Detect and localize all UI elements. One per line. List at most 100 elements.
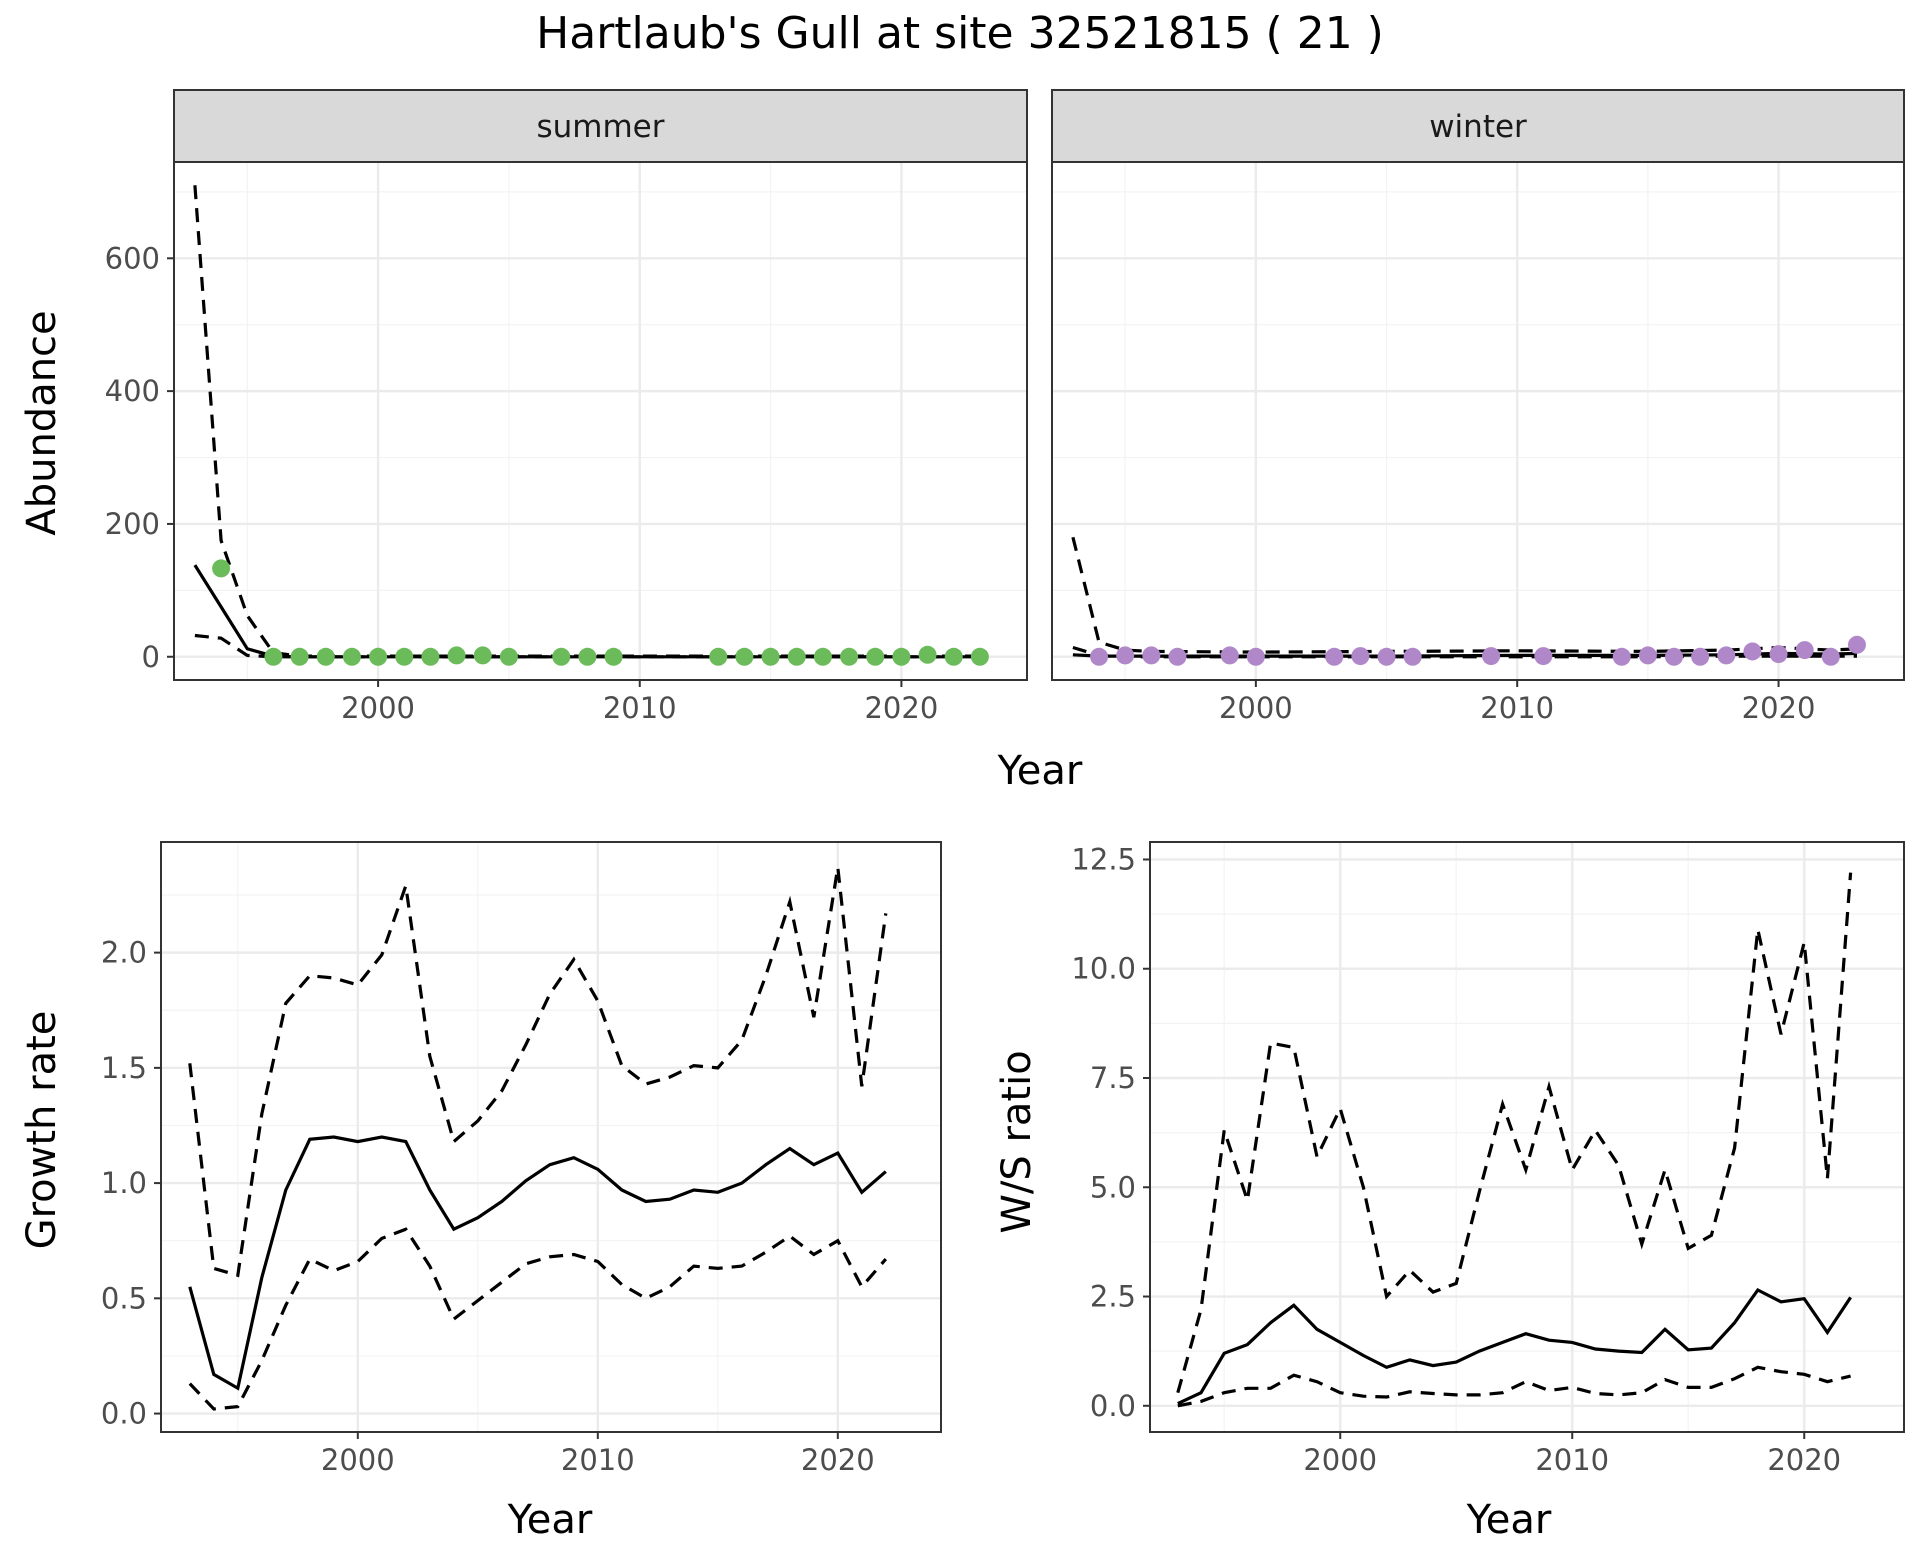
- y-tick-label: 600: [105, 241, 160, 275]
- observation-point: [840, 647, 859, 666]
- growth-y-axis-title: Growth rate: [19, 1011, 65, 1250]
- series-line-lower: [1177, 1365, 1851, 1408]
- strip-header-summer: [173, 89, 1028, 163]
- observation-point: [1220, 646, 1239, 665]
- plot-background: [161, 842, 941, 1432]
- observation-point: [1847, 635, 1866, 654]
- ratio-y-axis-title: W/S ratio: [994, 1050, 1040, 1233]
- observation-point: [212, 559, 231, 578]
- series-line-estimate: [188, 1135, 887, 1391]
- panel-border: [1051, 161, 1905, 681]
- observation-point: [369, 647, 388, 666]
- plot-background: [174, 162, 1027, 680]
- y-tick-label: 5.0: [1090, 1170, 1136, 1204]
- observation-point: [395, 647, 414, 666]
- observation-point: [1325, 647, 1344, 666]
- y-tick-label: 0.0: [101, 1397, 147, 1431]
- plot-background: [1150, 842, 1904, 1432]
- observation-point: [473, 646, 492, 665]
- y-tick-label: 0.0: [1090, 1389, 1136, 1423]
- observation-point: [813, 647, 832, 666]
- observation-point: [892, 647, 911, 666]
- observation-point: [1142, 646, 1161, 665]
- summer-panel: summer 2000 2010 2020 0 200 400 600: [105, 89, 1028, 725]
- x-tick-label: 2020: [1742, 691, 1816, 725]
- observation-point: [421, 647, 440, 666]
- observation-point: [1403, 647, 1422, 666]
- y-tick-label: 400: [105, 374, 160, 408]
- observation-point: [1821, 647, 1840, 666]
- x-tick-label: 2000: [321, 1443, 395, 1477]
- y-tick-label: 7.5: [1090, 1061, 1136, 1095]
- y-tick-label: 0: [142, 640, 160, 674]
- growth-x-axis-title: Year: [507, 1497, 593, 1543]
- observation-point: [1534, 647, 1553, 666]
- observation-point: [1090, 647, 1109, 666]
- observation-point: [264, 647, 283, 666]
- observation-point: [1482, 647, 1501, 666]
- series-line-lower: [188, 1227, 888, 1411]
- observation-point: [709, 647, 728, 666]
- observation-point: [1377, 647, 1396, 666]
- observation-point: [1246, 647, 1265, 666]
- growth-rate-panel: 2000 2010 2020 0.0 0.5 1.0 1.5 2.0: [101, 841, 942, 1477]
- x-tick-label: 2000: [1303, 1443, 1377, 1477]
- panel-border: [160, 841, 942, 1433]
- observation-point: [1638, 646, 1657, 665]
- x-tick-label: 2020: [864, 691, 938, 725]
- ratio-x-axis-title: Year: [1466, 1497, 1552, 1543]
- series-line-upper: [1071, 536, 1858, 654]
- x-tick-label: 2000: [341, 691, 415, 725]
- observation-point: [735, 647, 754, 666]
- observation-point: [604, 647, 623, 666]
- x-tick-label: 2010: [561, 1443, 635, 1477]
- observation-point: [1743, 642, 1762, 661]
- observation-point: [552, 647, 571, 666]
- panel-border: [173, 161, 1028, 681]
- observation-point: [1116, 646, 1135, 665]
- y-tick-label: 0.5: [101, 1281, 147, 1315]
- y-tick-label: 2.5: [1090, 1280, 1136, 1314]
- observation-point: [342, 647, 361, 666]
- observation-point: [1717, 646, 1736, 665]
- plot-background: [1052, 162, 1904, 680]
- observation-point: [866, 647, 885, 666]
- observation-point: [447, 646, 466, 665]
- observation-point: [1795, 641, 1814, 660]
- top-row-y-axis-title: Abundance: [19, 310, 65, 535]
- series-line-upper: [1176, 872, 1853, 1394]
- observation-point: [1612, 647, 1631, 666]
- observation-point: [290, 647, 309, 666]
- y-tick-label: 12.5: [1071, 842, 1136, 876]
- observation-point: [970, 647, 989, 666]
- y-tick-label: 2.0: [101, 936, 147, 970]
- observation-point: [1769, 645, 1788, 664]
- series-line-upper: [188, 867, 888, 1278]
- y-tick-label: 1.0: [101, 1166, 147, 1200]
- observation-point: [787, 647, 806, 666]
- figure-title: Hartlaub's Gull at site 32521815 ( 21 ): [536, 8, 1384, 59]
- observation-point: [499, 647, 518, 666]
- y-tick-label: 1.5: [101, 1051, 147, 1085]
- observation-point: [1351, 647, 1370, 666]
- y-tick-label: 10.0: [1071, 952, 1136, 986]
- x-tick-label: 2010: [1480, 691, 1554, 725]
- panel-border: [1149, 841, 1905, 1433]
- x-tick-label: 2010: [603, 691, 677, 725]
- y-tick-label: 200: [105, 507, 160, 541]
- ws-ratio-panel: 2000 2010 2020 0.0 2.5 5.0 7.5 10.0 12.5: [1071, 841, 1905, 1477]
- x-tick-label: 2010: [1535, 1443, 1609, 1477]
- x-tick-label: 2020: [801, 1443, 875, 1477]
- observation-point: [918, 645, 937, 664]
- x-tick-label: 2000: [1219, 691, 1293, 725]
- observation-point: [316, 647, 335, 666]
- top-row-x-axis-title: Year: [997, 748, 1083, 794]
- series-line-estimate: [1177, 1287, 1852, 1406]
- x-tick-label: 2020: [1767, 1443, 1841, 1477]
- observation-point: [1168, 647, 1187, 666]
- observation-point: [1665, 647, 1684, 666]
- observation-point: [1691, 647, 1710, 666]
- observation-point: [761, 647, 780, 666]
- strip-label-winter: winter: [1429, 109, 1527, 145]
